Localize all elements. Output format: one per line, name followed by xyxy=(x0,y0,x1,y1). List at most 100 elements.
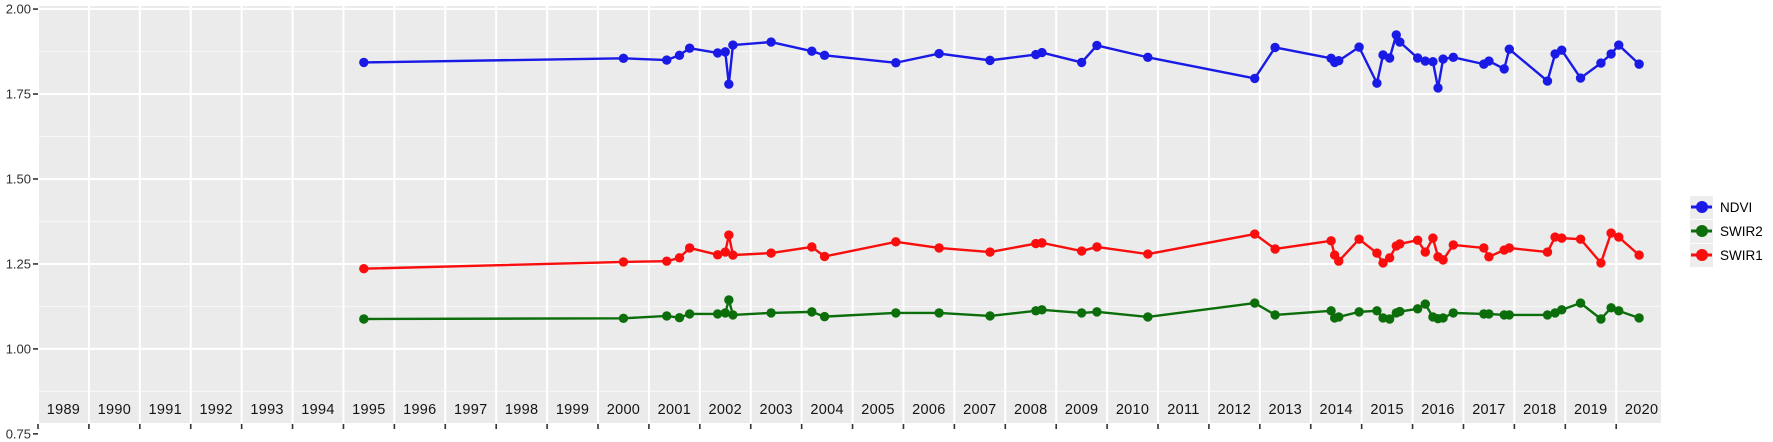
data-point xyxy=(1037,47,1047,58)
data-point xyxy=(1395,306,1405,317)
x-axis-label: 1993 xyxy=(250,402,284,418)
x-axis-label: 2009 xyxy=(1064,402,1099,418)
legend-label-ndvi: NDVI xyxy=(1720,199,1753,215)
data-point xyxy=(720,308,730,318)
data-point xyxy=(712,309,723,319)
data-point xyxy=(1384,53,1395,63)
data-point xyxy=(985,311,995,321)
x-axis-label: 1990 xyxy=(97,402,132,418)
data-point xyxy=(618,313,629,324)
data-point xyxy=(712,48,723,58)
x-axis-label: 2001 xyxy=(657,402,692,418)
series-ndvi xyxy=(359,30,1644,93)
data-point xyxy=(891,308,901,318)
data-point xyxy=(1479,243,1489,253)
data-point xyxy=(1412,235,1423,245)
data-point xyxy=(819,251,830,262)
legend-key-swir1-icon xyxy=(1690,243,1713,267)
data-point xyxy=(1354,307,1364,317)
data-point xyxy=(766,248,776,258)
data-point xyxy=(724,295,734,305)
x-axis-label: 1994 xyxy=(301,402,335,418)
x-axis-label: 2000 xyxy=(606,402,641,418)
data-point xyxy=(1326,236,1336,246)
x-axis-label: 2008 xyxy=(1014,402,1048,418)
legend: NDVI SWIR2 SWIR1 xyxy=(1690,195,1773,267)
data-point xyxy=(1504,44,1514,54)
data-point xyxy=(728,40,738,50)
data-point xyxy=(1606,228,1616,238)
data-point xyxy=(1412,304,1423,314)
data-point xyxy=(618,257,629,267)
x-axis-label: 1992 xyxy=(199,402,233,418)
data-point xyxy=(1076,57,1087,68)
x-axis-label: 2012 xyxy=(1217,402,1252,418)
data-point xyxy=(1575,73,1586,83)
data-point xyxy=(1354,234,1364,244)
data-point xyxy=(1504,243,1514,253)
data-point xyxy=(1634,59,1644,69)
data-point xyxy=(1606,303,1616,313)
data-point xyxy=(1334,56,1344,66)
data-point xyxy=(1438,313,1448,323)
data-point xyxy=(807,307,817,317)
data-point xyxy=(1634,250,1644,260)
data-point xyxy=(1412,53,1423,63)
data-point xyxy=(1499,64,1509,74)
y-axis-label: 1.00 xyxy=(5,341,31,357)
data-point xyxy=(1420,247,1430,257)
data-point xyxy=(1542,247,1553,257)
data-point xyxy=(1250,298,1260,308)
data-point xyxy=(674,312,685,323)
data-point xyxy=(1395,37,1405,47)
data-point xyxy=(891,58,901,68)
x-axis-label: 2002 xyxy=(708,402,742,418)
legend-key-swir2-icon xyxy=(1690,219,1713,243)
data-point xyxy=(985,55,995,66)
data-point xyxy=(1484,56,1494,66)
series-swir2 xyxy=(359,295,1644,324)
data-point xyxy=(1448,52,1458,63)
data-point xyxy=(674,253,685,263)
y-axis-label: 1.75 xyxy=(5,86,31,102)
data-point xyxy=(1076,246,1087,256)
y-axis-label: 0.75 xyxy=(5,426,31,442)
data-point xyxy=(1092,307,1102,317)
data-point xyxy=(1575,298,1586,308)
data-point xyxy=(662,256,672,266)
data-point xyxy=(1326,306,1336,316)
x-axis-label: 2003 xyxy=(759,402,793,418)
data-point xyxy=(934,243,944,253)
data-point xyxy=(891,237,901,247)
data-point xyxy=(1557,45,1567,55)
x-axis-label: 1995 xyxy=(352,402,386,418)
data-point xyxy=(728,310,738,320)
data-point xyxy=(712,250,723,260)
data-point xyxy=(1557,305,1567,315)
x-axis-label: 2014 xyxy=(1319,402,1353,418)
data-point xyxy=(1428,233,1438,243)
data-point xyxy=(1614,306,1624,316)
data-point xyxy=(618,53,629,64)
data-point xyxy=(684,43,695,53)
x-axis-label: 2005 xyxy=(861,402,895,418)
x-axis-label: 2010 xyxy=(1115,402,1150,418)
data-point xyxy=(720,47,730,57)
data-point xyxy=(1037,238,1047,248)
data-point xyxy=(1433,83,1443,93)
x-axis-label: 2018 xyxy=(1523,402,1557,418)
data-point xyxy=(934,48,944,59)
data-point xyxy=(1596,258,1606,268)
data-point xyxy=(1542,310,1553,320)
data-point xyxy=(1372,248,1382,258)
x-axis-label: 2011 xyxy=(1167,402,1200,418)
data-point xyxy=(1575,234,1586,244)
data-point xyxy=(1448,240,1458,250)
y-axis-label: 2.00 xyxy=(5,1,31,17)
data-point xyxy=(1378,258,1388,268)
data-point xyxy=(359,314,369,324)
x-axis-label: 2006 xyxy=(912,402,946,418)
x-axis-label: 1998 xyxy=(504,402,539,418)
